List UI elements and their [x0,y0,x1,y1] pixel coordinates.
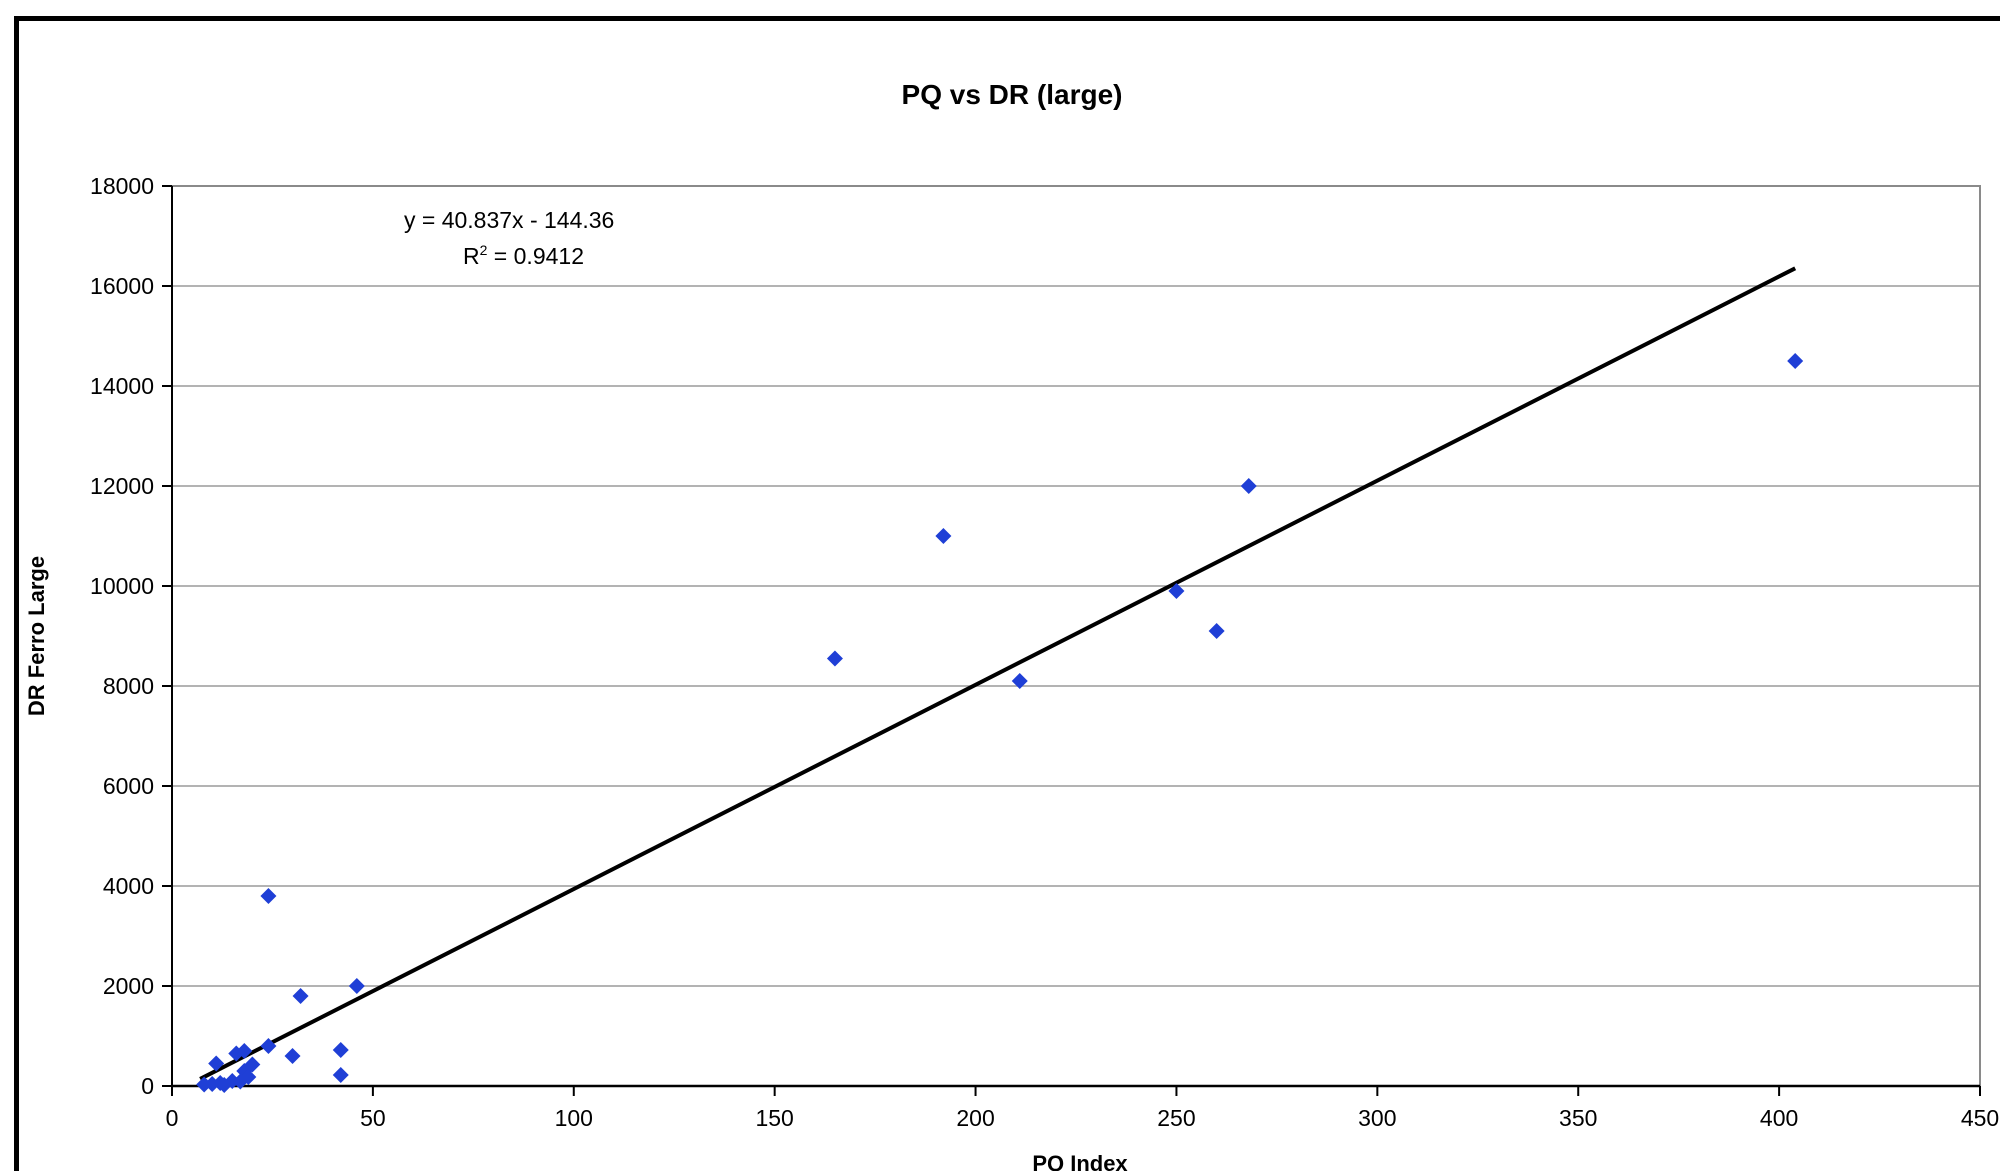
chart-title: PQ vs DR (large) [902,79,1123,110]
data-point [1240,478,1257,494]
y-tick-label: 0 [141,1073,154,1099]
y-tick-label: 18000 [90,173,154,199]
y-tick-label: 8000 [103,673,154,699]
r-squared-superscript: 2 [480,242,488,258]
chart-frame [14,16,2000,1171]
data-point [1168,583,1185,599]
data-point [332,1042,349,1058]
grid-lines [172,285,1980,987]
data-point [208,1055,225,1072]
data-point [260,1038,277,1054]
x-axis-ticks: 0 50 100 150 200 250 300 350 400 450 [166,1086,1999,1131]
data-point [228,1045,245,1062]
data-point [232,1073,249,1090]
data-points [196,353,1804,1093]
r-squared-value: = 0.9412 [487,243,584,269]
y-tick-label: 12000 [90,473,154,499]
y-tick-label: 10000 [90,573,154,599]
x-tick-label: 0 [166,1105,179,1131]
trendline-r-squared: R2 = 0.9412 [463,242,584,269]
data-point [332,1067,349,1083]
x-tick-label: 250 [1157,1105,1195,1131]
data-point [260,888,277,904]
x-tick-label: 100 [555,1105,593,1131]
data-point [1787,353,1804,369]
x-tick-label: 200 [956,1105,994,1131]
x-tick-label: 50 [360,1105,386,1131]
r-squared-symbol: R [463,243,480,269]
y-tick-label: 14000 [90,373,154,399]
y-tick-label: 4000 [103,873,154,899]
y-axis-ticks: 0 2000 4000 6000 8000 10000 12000 14000 16000 180… [90,173,172,1099]
data-point [348,978,365,994]
trendline-equation: y = 40.837x - 144.36 [404,207,614,233]
x-tick-label: 150 [755,1105,793,1131]
x-tick-label: 350 [1559,1105,1597,1131]
x-tick-label: 400 [1760,1105,1798,1131]
trendline-layer [199,266,1797,1081]
data-point [292,988,309,1004]
x-tick-label: 300 [1358,1105,1396,1131]
y-tick-label: 6000 [103,773,154,799]
y-tick-label: 2000 [103,973,154,999]
data-point [196,1076,213,1093]
data-point [1208,623,1225,639]
y-tick-label: 16000 [90,273,154,299]
data-point [1011,673,1028,689]
data-point [935,528,952,544]
data-point [826,650,843,667]
data-point [216,1077,233,1093]
data-point [284,1048,301,1064]
trendline [199,266,1797,1081]
x-tick-label: 450 [1961,1105,1999,1131]
x-axis-label: PQ Index [1032,1151,1128,1171]
y-axis-label: DR Ferro Large [24,556,49,716]
